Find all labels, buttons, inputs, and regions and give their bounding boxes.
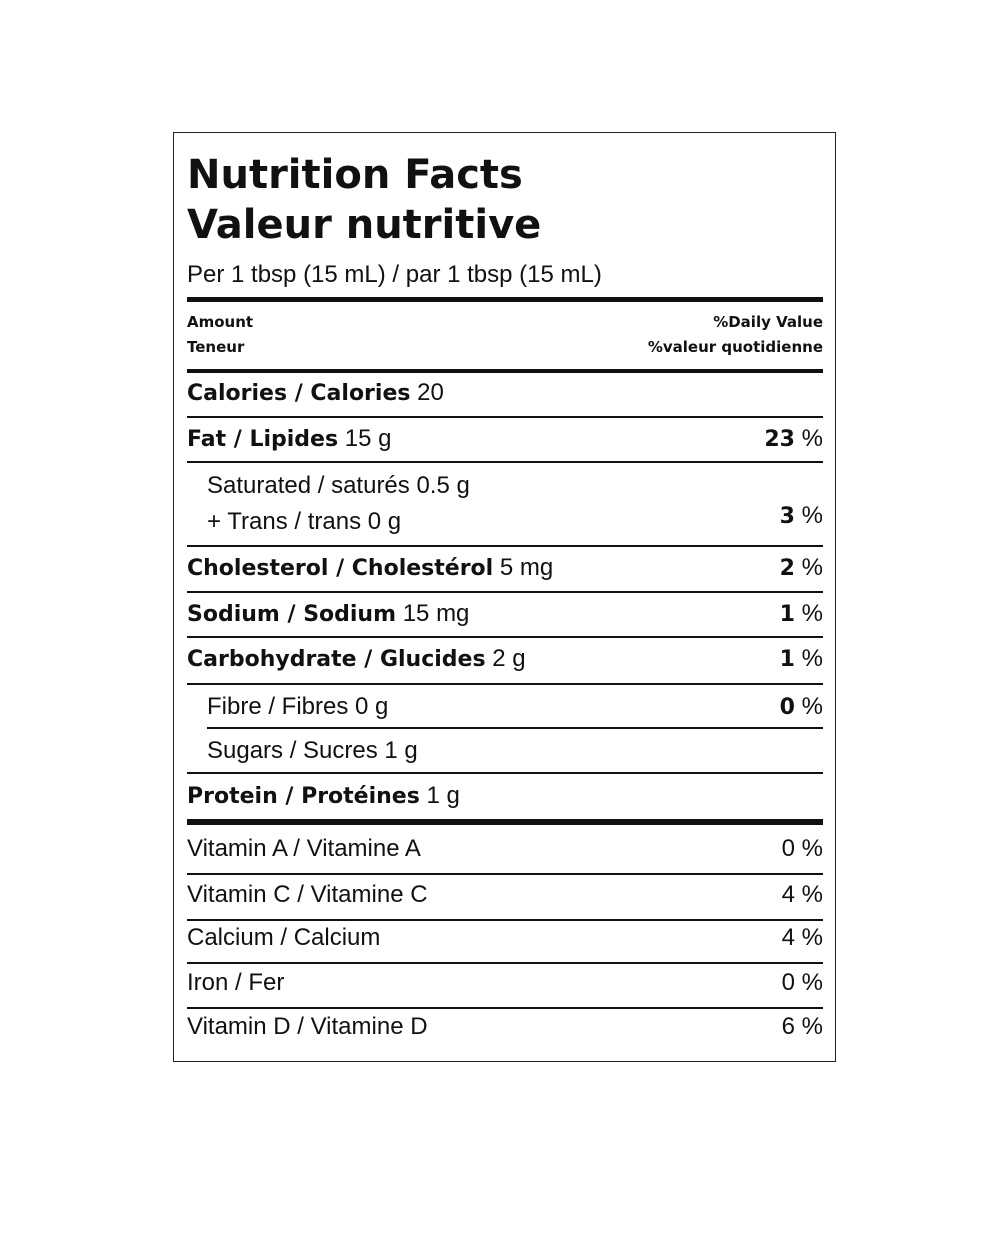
rule <box>187 962 823 964</box>
rule <box>187 636 823 638</box>
nutrient-name: Carbohydrate / Glucides <box>187 647 486 672</box>
thick-rule <box>187 819 823 825</box>
trans: + Trans / trans 0 g <box>207 508 402 535</box>
percent-sign: % <box>801 645 823 672</box>
fibre: Fibre / Fibres 0 g <box>207 693 389 720</box>
title: Nutrition Facts <box>187 152 523 198</box>
thick-rule <box>187 369 823 373</box>
nutrient-amount: 20 <box>417 379 444 406</box>
vitamin-dv: 4 % <box>781 924 823 951</box>
rule <box>187 873 823 875</box>
nutrient-dv: 1 % <box>780 599 823 629</box>
dv-value: 3 <box>779 504 795 529</box>
nutrient-amount: 2 g <box>492 645 526 672</box>
rule <box>187 545 823 547</box>
title-fr: Valeur nutritive <box>187 202 542 248</box>
nutrient-row: Cholesterol / Cholestérol 5 mg <box>187 553 553 583</box>
vitamin-name: Vitamin A / Vitamine A <box>187 835 421 862</box>
vitamin-name: Iron / Fer <box>187 969 285 996</box>
label-border <box>173 132 836 1062</box>
percent-sign: % <box>801 554 823 581</box>
nutrient-amount: 15 g <box>344 425 392 452</box>
thick-rule <box>187 297 823 302</box>
nutrient-name: Fat / Lipides <box>187 427 339 452</box>
nutrient-amount: 5 mg <box>499 554 554 581</box>
rule <box>187 461 823 463</box>
rule <box>187 919 823 921</box>
nutrient-name: Cholesterol / Cholestérol <box>187 556 494 581</box>
vitamin-name: Calcium / Calcium <box>187 924 381 951</box>
col-amount-fr: Teneur <box>187 338 245 356</box>
dv-value: 2 <box>779 556 795 581</box>
nutrient-name: Calories / Calories <box>187 381 411 406</box>
nutrient-dv: 23 % <box>764 424 823 454</box>
nutrient-row: Fat / Lipides 15 g <box>187 424 391 454</box>
dv-value: 23 <box>764 427 795 452</box>
vitamin-dv: 4 % <box>781 881 823 908</box>
rule <box>187 683 823 685</box>
vitamin-name: Vitamin C / Vitamine C <box>187 881 428 908</box>
nutrient-row: Calories / Calories 20 <box>187 378 444 408</box>
serving: Per 1 tbsp (15 mL) / par 1 tbsp (15 mL) <box>187 261 602 288</box>
nutrient-row: Protein / Protéines 1 g <box>187 781 460 811</box>
nutrient-amount: 1 g <box>426 782 460 809</box>
vitamin-dv: 0 % <box>781 969 823 996</box>
col-dv-fr: %valeur quotidienne <box>647 338 823 356</box>
sugars: Sugars / Sucres 1 g <box>207 737 418 764</box>
rule <box>187 416 823 418</box>
dv-value: 1 <box>779 647 795 672</box>
nutrient-dv: 3 % <box>780 501 823 531</box>
percent-sign: % <box>801 425 823 452</box>
dv-value: 1 <box>779 602 795 627</box>
col-dv: %Daily Value <box>713 313 823 331</box>
percent-sign: % <box>801 502 823 529</box>
dv-value: 0 <box>779 695 795 720</box>
nutrient-row: Carbohydrate / Glucides 2 g <box>187 644 526 674</box>
nutrient-dv: 2 % <box>780 553 823 583</box>
saturated: Saturated / saturés 0.5 g <box>207 472 470 499</box>
percent-sign: % <box>801 693 823 720</box>
nutrient-row: Sodium / Sodium 15 mg <box>187 599 469 629</box>
nutrient-dv: 0 % <box>780 692 823 722</box>
rule <box>207 727 823 729</box>
nutrient-dv: 1 % <box>780 644 823 674</box>
percent-sign: % <box>801 600 823 627</box>
nutrient-name: Sodium / Sodium <box>187 602 397 627</box>
rule <box>187 591 823 593</box>
nutrient-amount: 15 mg <box>402 600 470 627</box>
nutrient-name: Protein / Protéines <box>187 784 420 809</box>
vitamin-dv: 6 % <box>781 1013 823 1040</box>
rule <box>187 772 823 774</box>
vitamin-name: Vitamin D / Vitamine D <box>187 1013 428 1040</box>
col-amount: Amount <box>187 313 254 331</box>
rule <box>187 1007 823 1009</box>
vitamin-dv: 0 % <box>781 835 823 862</box>
